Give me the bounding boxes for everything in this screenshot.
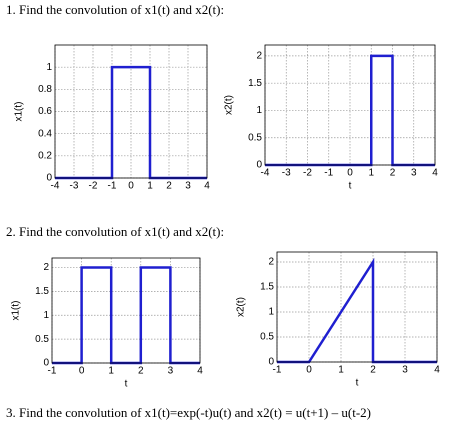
y-tick-label: 0.4 [38,128,52,139]
x-tick-label: 1 [368,168,374,179]
x-axis-label: t [349,181,352,192]
x-tick-label: 0 [79,366,85,377]
x-tick-label: -4 [261,168,270,179]
y-tick-label: 2 [268,257,274,268]
problem-text: 1. Find the convolution of x1(t) and x2(… [6,2,224,17]
y-tick-label: 0.5 [248,132,262,143]
y-tick-label: 0 [46,173,52,184]
x-tick-label: -1 [324,168,333,179]
x-tick-label: 3 [402,365,408,376]
problem-text: 2. Find the convolution of x1(t) and x2(… [6,224,224,239]
x-tick-label: 2 [390,168,396,179]
x-tick-label: 0 [347,168,353,179]
y-tick-label: 1 [43,310,49,321]
y-tick-label: 0 [43,358,49,369]
x-tick-label: -1 [48,366,57,377]
x-tick-label: -2 [303,168,312,179]
y-axis-label: x1(t) [14,102,25,122]
x-tick-label: -1 [273,365,282,376]
x-tick-label: 2 [166,181,172,192]
plot-frame [276,251,438,363]
x-tick-label: 3 [185,181,191,192]
x-tick-label: 4 [197,366,203,377]
y-tick-label: 0.5 [35,334,49,345]
y-tick-label: 1.5 [248,78,262,89]
x-tick-label: 2 [370,365,376,376]
x-tick-label: 1 [108,366,114,377]
x-tick-label: 3 [411,168,417,179]
y-tick-label: 2 [256,51,262,62]
plot-area [277,252,437,362]
x-tick-label: -3 [282,168,291,179]
x-axis-label: t [356,378,359,389]
x-tick-label: -3 [70,181,79,192]
plot-frame [264,44,436,166]
y-axis-label: x2(t) [236,297,247,317]
plot-area [52,258,200,363]
x-axis-label: t [125,379,128,390]
y-tick-label: 2 [43,262,49,273]
x-tick-label: 3 [168,366,174,377]
y-tick-label: 0 [256,160,262,171]
x-tick-label: 1 [147,181,153,192]
plot-frame [54,44,208,179]
y-tick-label: 0.6 [38,106,52,117]
x-tick-label: 2 [138,366,144,377]
y-tick-label: 1.5 [260,282,274,293]
y-tick-label: 0.2 [38,150,52,161]
x-tick-label: -1 [108,181,117,192]
y-tick-label: 1 [256,105,262,116]
x-tick-label: -4 [51,181,60,192]
x-tick-label: 4 [204,181,210,192]
y-tick-label: 1.5 [35,286,49,297]
x-tick-label: 4 [432,168,438,179]
y-axis-label: x2(t) [224,95,235,115]
y-tick-label: 0.5 [260,332,274,343]
x-tick-label: 0 [306,365,312,376]
plot-frame [51,257,201,364]
problem-text: 3. Find the convolution of x1(t)=exp(-t)… [6,405,371,420]
y-tick-label: 1 [268,307,274,318]
x-tick-label: 4 [434,365,440,376]
y-tick-label: 1 [46,62,52,73]
x-tick-label: 0 [128,181,134,192]
x-tick-label: 1 [338,365,344,376]
y-tick-label: 0.8 [38,84,52,95]
y-axis-label: x1(t) [11,301,22,321]
y-tick-label: 0 [268,357,274,368]
x-tick-label: -2 [89,181,98,192]
